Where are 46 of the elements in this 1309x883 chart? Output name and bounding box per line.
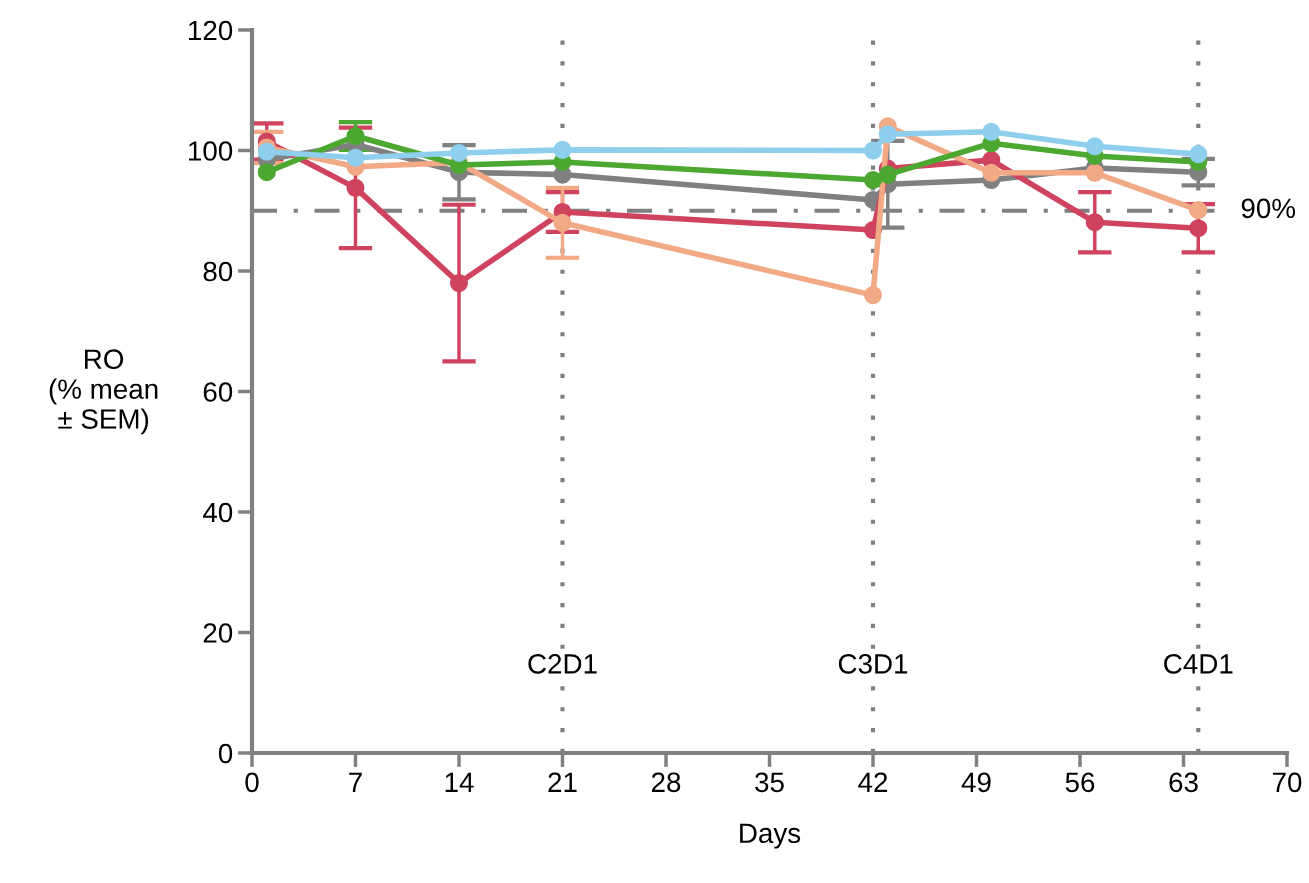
ref-line-label: 90% bbox=[1241, 198, 1296, 219]
y-tick-label: 120 bbox=[189, 20, 233, 41]
point bbox=[449, 143, 469, 162]
x-tick-label: 49 bbox=[961, 772, 991, 793]
point bbox=[346, 148, 365, 167]
point bbox=[1189, 219, 1208, 238]
x-tick-label: 70 bbox=[1272, 772, 1302, 793]
x-axis-title: Days bbox=[740, 823, 801, 849]
point bbox=[982, 163, 1001, 182]
point bbox=[553, 140, 572, 159]
point bbox=[863, 286, 883, 305]
y-tick-label: 80 bbox=[203, 261, 233, 282]
ref-line-label: C2D1 bbox=[528, 654, 597, 674]
ref-line-label: C4D1 bbox=[1164, 654, 1233, 674]
y-axis-title: RO (% mean ± SEM) bbox=[49, 349, 158, 435]
point bbox=[257, 142, 276, 161]
point bbox=[1085, 137, 1104, 156]
y-tick-label: 60 bbox=[203, 382, 233, 402]
point bbox=[1189, 201, 1208, 220]
x-tick-label: 35 bbox=[755, 772, 784, 793]
point bbox=[346, 178, 365, 197]
point bbox=[257, 163, 276, 182]
point bbox=[878, 165, 897, 184]
x-tick-label: 28 bbox=[651, 772, 681, 793]
point bbox=[863, 170, 883, 190]
point bbox=[449, 274, 469, 293]
point bbox=[553, 213, 572, 232]
point bbox=[1189, 145, 1208, 164]
point bbox=[878, 125, 897, 144]
x-tick-label: 7 bbox=[349, 772, 362, 792]
y-tick-label: 40 bbox=[202, 502, 233, 523]
point bbox=[982, 122, 1001, 141]
point bbox=[863, 141, 883, 160]
ref-line-label: C3D1 bbox=[838, 654, 908, 674]
y-tick-label: 20 bbox=[203, 623, 233, 643]
x-tick-label: 21 bbox=[548, 772, 577, 792]
x-tick-label: 42 bbox=[858, 772, 888, 792]
x-tick-label: 0 bbox=[245, 772, 259, 793]
y-tick-label: 0 bbox=[218, 743, 233, 764]
point bbox=[346, 127, 365, 146]
point bbox=[1085, 163, 1104, 182]
y-tick-label: 100 bbox=[189, 141, 233, 161]
x-tick-label: 63 bbox=[1169, 772, 1198, 793]
x-tick-label: 14 bbox=[445, 772, 474, 792]
point bbox=[1085, 213, 1104, 232]
x-tick-label: 56 bbox=[1065, 772, 1095, 793]
